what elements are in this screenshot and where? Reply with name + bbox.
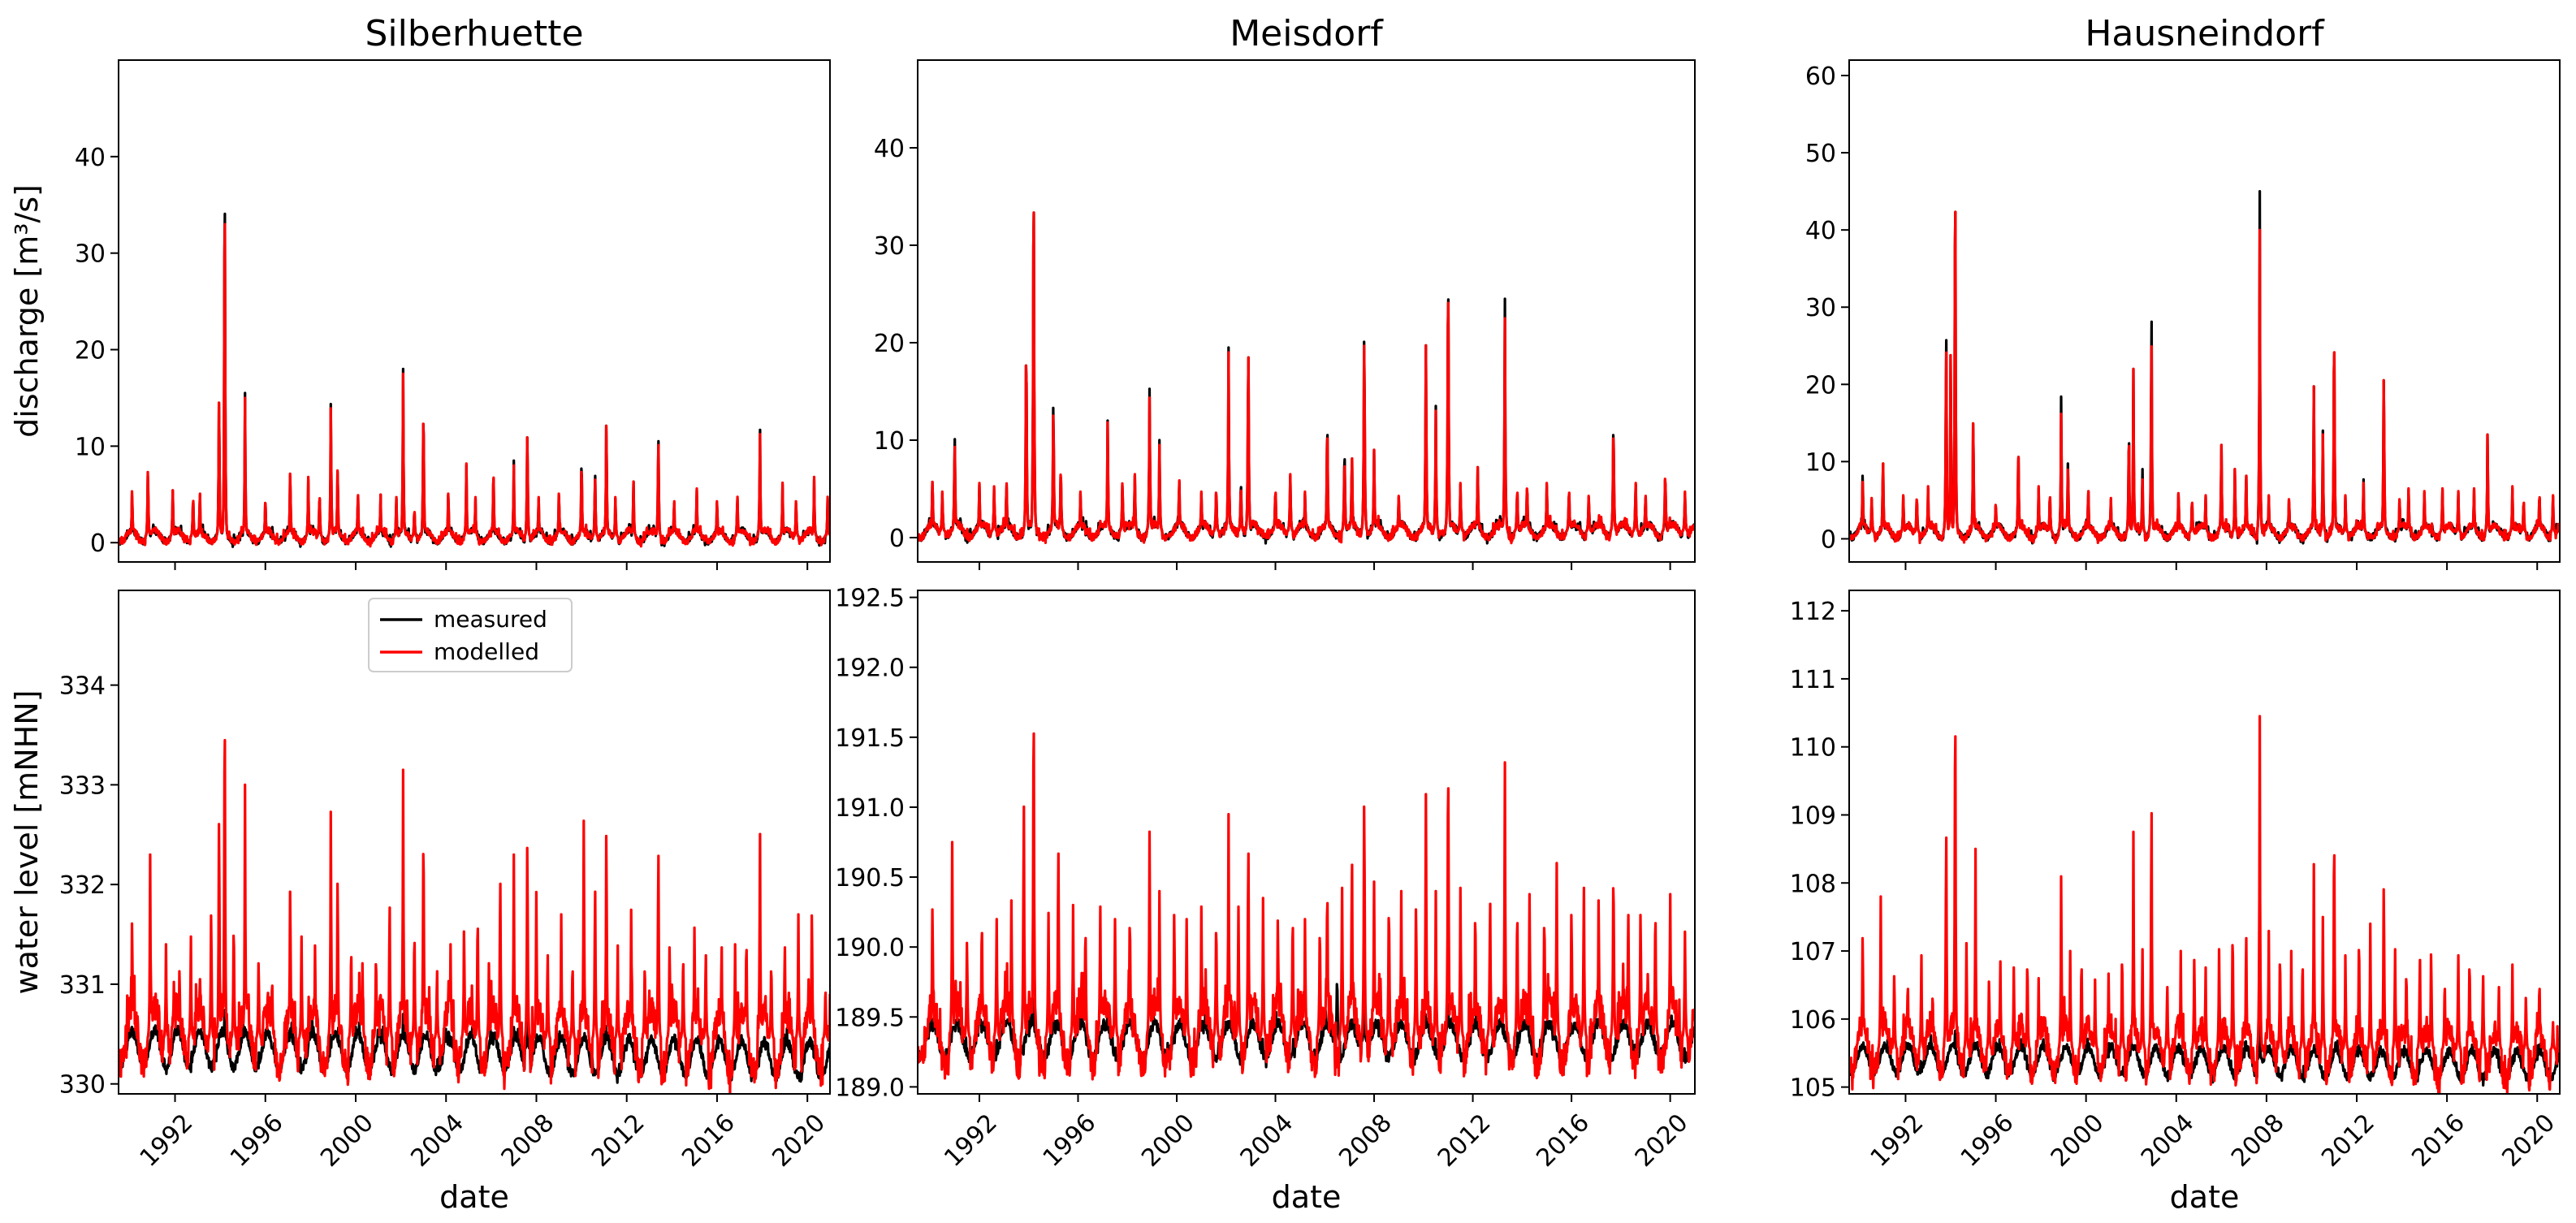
y-tick-label: 10 bbox=[1805, 448, 1836, 477]
plot-area bbox=[918, 211, 1695, 545]
plot-frame bbox=[118, 590, 831, 1095]
x-tick-label: 2012 bbox=[586, 1108, 650, 1173]
x-tick-label: 2012 bbox=[2316, 1108, 2380, 1173]
y-axis-label: water level [mNHN] bbox=[9, 690, 45, 995]
y-tick-label: 334 bbox=[59, 672, 106, 701]
y-tick-label: 0 bbox=[889, 525, 905, 553]
x-tick-label: 2008 bbox=[2226, 1108, 2290, 1173]
y-tick-label: 189.5 bbox=[835, 1004, 905, 1032]
y-tick-label: 0 bbox=[90, 529, 106, 558]
y-tick-label: 10 bbox=[874, 427, 905, 456]
x-axis-label: date bbox=[1272, 1179, 1342, 1215]
y-tick-label: 332 bbox=[59, 871, 106, 900]
y-tick-label: 111 bbox=[1790, 666, 1836, 694]
y-tick-label: 20 bbox=[75, 337, 106, 365]
y-tick-label: 190.0 bbox=[835, 934, 905, 962]
y-tick-label: 331 bbox=[59, 971, 106, 1000]
series-modelled bbox=[918, 211, 1695, 545]
y-tick-label: 40 bbox=[874, 135, 905, 163]
x-tick-label: 2016 bbox=[676, 1108, 741, 1173]
y-tick-label: 112 bbox=[1790, 598, 1836, 626]
x-tick-label: 1996 bbox=[1038, 1108, 1102, 1173]
plot-frame bbox=[118, 59, 831, 563]
x-tick-label: 2000 bbox=[1136, 1108, 1200, 1173]
y-tick-label: 108 bbox=[1790, 870, 1836, 898]
plot-area bbox=[119, 212, 830, 548]
panel-title: Silberhuette bbox=[365, 13, 583, 54]
y-tick-label: 330 bbox=[59, 1071, 106, 1100]
y-tick-label: 30 bbox=[1805, 294, 1836, 322]
y-tick-label: 20 bbox=[1805, 371, 1836, 400]
plot-frame bbox=[917, 59, 1696, 563]
y-tick-label: 192.0 bbox=[835, 655, 905, 683]
panel-hausneindorf-discharge: 0 10 20 30 40 50 60 Hausneindorf bbox=[1805, 13, 2561, 570]
y-tick-label: 20 bbox=[874, 330, 905, 358]
plot-area bbox=[1849, 190, 2560, 545]
y-tick-label: 191.0 bbox=[835, 794, 905, 823]
legend: measured modelled bbox=[368, 598, 573, 672]
x-tick-label: 1996 bbox=[1956, 1108, 2020, 1173]
y-tick-label: 50 bbox=[1805, 140, 1836, 168]
plot-area bbox=[918, 732, 1695, 1081]
y-tick-label: 190.5 bbox=[835, 864, 905, 892]
series-modelled bbox=[119, 738, 830, 1094]
x-axis-label: date bbox=[439, 1179, 509, 1215]
x-tick-label: 1992 bbox=[1865, 1108, 1930, 1173]
series-modelled bbox=[119, 223, 830, 548]
legend-label-modelled: modelled bbox=[434, 638, 539, 665]
plot-area bbox=[1849, 715, 2560, 1094]
x-tick-label: 2016 bbox=[1531, 1108, 1595, 1173]
panel-title: Meisdorf bbox=[1230, 13, 1384, 54]
x-axis-label: date bbox=[2170, 1179, 2240, 1215]
y-tick-label: 60 bbox=[1805, 63, 1836, 91]
x-tick-label: 2000 bbox=[2046, 1108, 2110, 1173]
panel-title: Hausneindorf bbox=[2085, 13, 2325, 54]
series-modelled bbox=[1849, 715, 2560, 1094]
x-tick-label: 1992 bbox=[939, 1108, 1003, 1173]
x-tick-label: 2020 bbox=[1630, 1108, 1694, 1173]
y-tick-label: 189.0 bbox=[835, 1074, 905, 1102]
series-modelled bbox=[1849, 210, 2560, 545]
y-tick-label: 110 bbox=[1790, 734, 1836, 763]
y-tick-label: 109 bbox=[1790, 802, 1836, 830]
panel-meisdorf-water-level: 189.0 189.5 190.0 190.5 191.0 191.5 192.0 192.5… bbox=[835, 585, 1696, 1215]
y-axis-label: discharge [m³/s] bbox=[9, 184, 45, 438]
x-tick-label: 2016 bbox=[2406, 1108, 2470, 1173]
x-tick-label: 2008 bbox=[1333, 1108, 1398, 1173]
x-tick-label: 2004 bbox=[2136, 1108, 2200, 1173]
y-tick-label: 40 bbox=[1805, 217, 1836, 245]
panel-silberhuette-water-level: 330 331 332 333 334 1992 1996 2000 2004 2008 2012 2… bbox=[9, 590, 831, 1215]
plot-frame bbox=[1848, 590, 2561, 1095]
x-tick-label: 2004 bbox=[1235, 1108, 1299, 1173]
x-tick-label: 2004 bbox=[405, 1108, 469, 1173]
y-tick-label: 105 bbox=[1790, 1074, 1836, 1103]
y-tick-label: 191.5 bbox=[835, 724, 905, 753]
y-tick-label: 30 bbox=[874, 232, 905, 261]
legend-label-measured: measured bbox=[434, 606, 547, 633]
y-tick-label: 106 bbox=[1790, 1006, 1836, 1035]
panel-silberhuette-discharge: 0 10 20 30 40 Silberhuette discharge [m³/s] bbox=[9, 13, 831, 570]
y-tick-label: 107 bbox=[1790, 938, 1836, 966]
y-tick-label: 333 bbox=[59, 771, 106, 800]
x-tick-label: 2020 bbox=[767, 1108, 831, 1173]
panel-hausneindorf-water-level: 105 106 107 108 109 110 111 112 1992 1996 2000 2004… bbox=[1790, 590, 2561, 1215]
y-tick-label: 10 bbox=[75, 433, 106, 461]
x-tick-label: 2008 bbox=[496, 1108, 560, 1173]
x-tick-label: 2012 bbox=[1433, 1108, 1497, 1173]
x-tick-label: 2000 bbox=[315, 1108, 379, 1173]
y-tick-label: 40 bbox=[75, 144, 106, 172]
plot-frame bbox=[1848, 59, 2561, 563]
x-tick-label: 1996 bbox=[225, 1108, 289, 1173]
x-tick-label: 2020 bbox=[2496, 1108, 2561, 1173]
panel-meisdorf-discharge: 0 10 20 30 40 Meisdorf bbox=[874, 13, 1696, 570]
plot-frame bbox=[917, 590, 1696, 1095]
series-modelled bbox=[918, 732, 1695, 1081]
y-tick-label: 30 bbox=[75, 240, 106, 269]
x-tick-label: 1992 bbox=[135, 1108, 199, 1173]
plot-area bbox=[119, 738, 830, 1094]
y-tick-label: 0 bbox=[1821, 525, 1836, 554]
y-tick-label: 192.5 bbox=[835, 585, 905, 613]
